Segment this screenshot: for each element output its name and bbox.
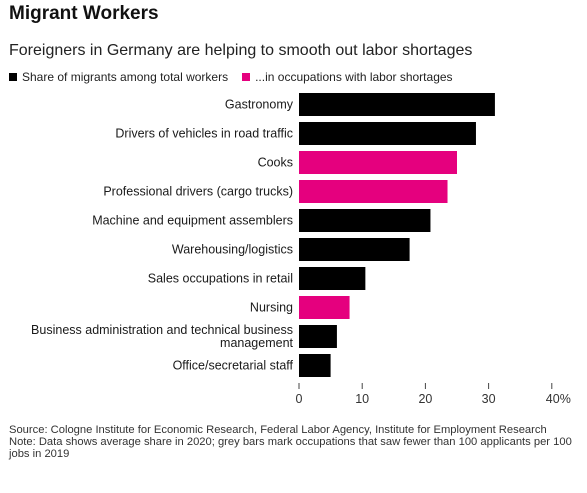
category-label-8: Business administration and technical bu… (31, 323, 293, 350)
methodology-note: Note: Data shows average share in 2020; … (9, 436, 572, 460)
bar-2 (299, 151, 457, 174)
category-label-9: Office/secretarial staff (173, 359, 294, 373)
bar-3 (299, 180, 448, 203)
footer: Source: Cologne Institute for Economic R… (9, 424, 579, 460)
category-label-7: Nursing (250, 301, 293, 315)
category-label-0: Gastronomy (225, 98, 294, 112)
category-labels: Gastronomy Drivers of vehicles in road tr… (31, 98, 294, 373)
category-label-3: Professional drivers (cargo trucks) (103, 185, 293, 199)
bar-8 (299, 325, 337, 348)
bar-6 (299, 267, 366, 290)
bar-5 (299, 238, 410, 261)
x-tick-label-1: 10 (355, 392, 369, 406)
legend-label-shortage: ...in occupations with labor shortages (255, 70, 453, 84)
legend-label-total: Share of migrants among total workers (22, 70, 229, 84)
category-label-1: Drivers of vehicles in road traffic (115, 127, 293, 141)
legend-swatch-black (9, 73, 17, 81)
x-tick-label-3: 30 (482, 392, 496, 406)
legend-item-total: Share of migrants among total workers (9, 70, 228, 84)
bar-9 (299, 354, 331, 377)
bars-group (299, 93, 495, 377)
x-tick-label-4: 40% (546, 392, 571, 406)
chart-subtitle: Foreigners in Germany are helping to smo… (9, 42, 473, 59)
x-tick-label-2: 20 (418, 392, 432, 406)
x-axis-ticks: 0 10 20 30 40% (296, 383, 571, 406)
category-label-5: Warehousing/logistics (172, 243, 293, 257)
chart-title: Migrant Workers (9, 3, 159, 24)
category-label-6: Sales occupations in retail (148, 272, 293, 286)
bar-chart: Gastronomy Drivers of vehicles in road tr… (31, 93, 571, 406)
bar-4 (299, 209, 431, 232)
category-label-4: Machine and equipment assemblers (92, 214, 293, 228)
source-note: Source: Cologne Institute for Economic R… (9, 424, 547, 436)
bar-1 (299, 122, 476, 145)
bar-7 (299, 296, 350, 319)
category-label-2: Cooks (258, 156, 293, 170)
x-tick-label-0: 0 (296, 392, 303, 406)
legend: Share of migrants among total workers ..… (9, 70, 467, 84)
bar-0 (299, 93, 495, 116)
legend-item-shortage: ...in occupations with labor shortages (242, 70, 453, 84)
legend-swatch-magenta (242, 73, 251, 81)
